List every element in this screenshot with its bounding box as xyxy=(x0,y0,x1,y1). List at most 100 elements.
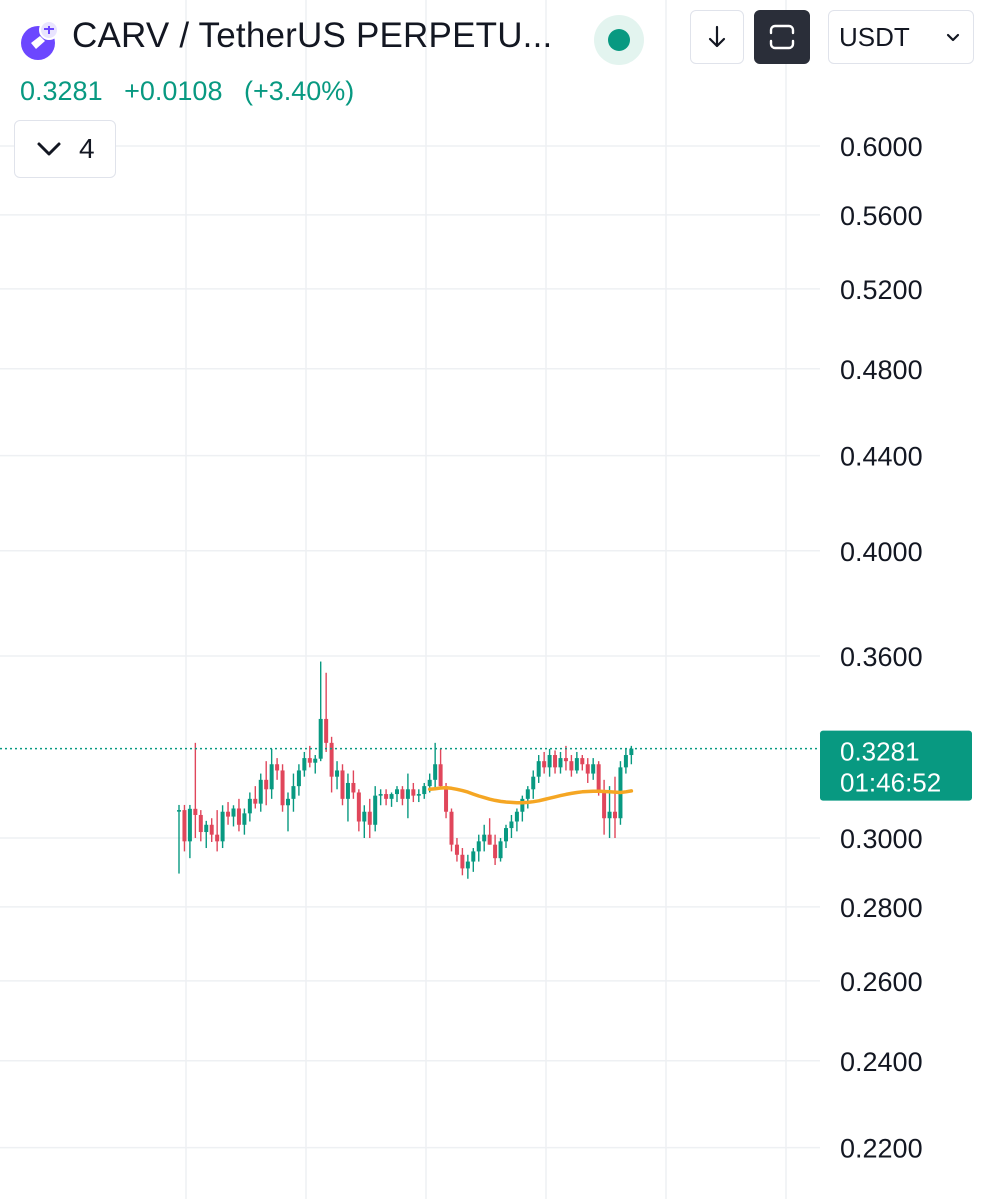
live-dot-icon xyxy=(608,29,630,51)
candle-body xyxy=(313,758,318,763)
candle-body xyxy=(422,786,427,795)
candle-body xyxy=(487,834,492,845)
candle-body xyxy=(286,798,290,806)
candle-body xyxy=(498,841,503,859)
market-status-indicator xyxy=(594,15,644,65)
candle-body xyxy=(471,851,476,862)
carv-logo-icon xyxy=(21,20,59,60)
candle-body xyxy=(345,782,350,799)
candle-body xyxy=(613,811,617,819)
y-axis-tick-label: 0.6000 xyxy=(840,132,923,162)
candle-body xyxy=(449,811,454,845)
candle-body xyxy=(509,821,514,829)
y-axis-tick-label: 0.2600 xyxy=(840,967,923,997)
candle-body xyxy=(362,811,367,822)
candle-body xyxy=(574,758,579,771)
candle-body xyxy=(585,764,590,774)
candle-body xyxy=(607,811,612,819)
candle-body xyxy=(367,811,372,825)
y-axis-tick-label: 0.5200 xyxy=(840,275,923,305)
current-price-value: 0.3281 xyxy=(840,737,920,767)
candle-body xyxy=(558,758,563,768)
candle-body xyxy=(275,764,280,771)
candle-body xyxy=(182,810,187,842)
y-axis-tick-label: 0.2200 xyxy=(840,1134,923,1164)
candle-body xyxy=(563,758,568,762)
candle-body xyxy=(389,794,394,799)
indicator-count: 4 xyxy=(79,133,95,164)
candle-body xyxy=(525,789,530,799)
y-axis-tick-label: 0.4000 xyxy=(840,537,923,567)
candle-body xyxy=(531,776,536,790)
candle-body xyxy=(307,758,312,763)
candle-body xyxy=(580,758,585,765)
candle-body xyxy=(438,764,443,787)
candle-body xyxy=(329,742,334,777)
candle-body xyxy=(280,770,285,806)
candle-body xyxy=(427,779,432,787)
price-summary: 0.3281 +0.0108 (+3.40%) xyxy=(20,76,368,107)
chevron-down-icon xyxy=(946,33,960,42)
scroll-to-latest-button[interactable] xyxy=(690,10,744,64)
candle-body xyxy=(400,789,405,799)
candle-body xyxy=(318,718,323,759)
candle-body xyxy=(209,824,214,835)
candle-body xyxy=(296,770,301,787)
candle-body xyxy=(264,779,269,790)
fullscreen-button[interactable] xyxy=(754,10,810,64)
candle-body xyxy=(356,792,361,822)
y-axis-tick-label: 0.3600 xyxy=(840,642,923,672)
candle-body xyxy=(547,755,552,768)
price-change: +0.0108 xyxy=(124,76,223,106)
candle-body xyxy=(258,779,263,804)
moving-average-line xyxy=(427,785,634,805)
candle-body xyxy=(340,770,345,799)
fullscreen-icon xyxy=(769,24,795,50)
y-axis-tick-label: 0.4800 xyxy=(840,355,923,385)
candle-body xyxy=(504,828,508,842)
candle-body xyxy=(226,811,231,817)
candle-body xyxy=(454,844,459,855)
chart-header: CARV / TetherUS PERPETU... USDT 0.3281 +… xyxy=(0,0,983,190)
current-price-label-bg xyxy=(820,730,972,801)
candle-body xyxy=(269,764,274,790)
candle-body xyxy=(476,841,481,852)
price-change-percent: (+3.40%) xyxy=(243,76,355,106)
y-axis-tick-label: 0.5600 xyxy=(840,201,923,231)
candle-body xyxy=(536,761,541,777)
arrow-down-icon xyxy=(708,25,726,48)
candle-body xyxy=(231,808,236,817)
candle-body xyxy=(302,758,307,771)
currency-select[interactable]: USDT xyxy=(828,10,974,64)
candle-body xyxy=(460,854,465,869)
candle-body xyxy=(198,814,203,833)
candle-body xyxy=(629,748,634,756)
currency-label: USDT xyxy=(839,21,910,52)
candle-body xyxy=(433,764,438,780)
candle-body xyxy=(623,755,628,768)
candle-body xyxy=(395,789,399,795)
candle-body xyxy=(351,782,356,793)
candle-body xyxy=(493,844,498,859)
candle-body xyxy=(335,770,340,777)
y-axis-tick-label: 0.4400 xyxy=(840,442,923,472)
candle-body xyxy=(596,764,601,793)
symbol-title[interactable]: CARV / TetherUS PERPETU... xyxy=(72,16,553,55)
candle-body xyxy=(253,798,258,804)
candle-body xyxy=(215,834,220,842)
indicators-toggle-button[interactable]: 4 xyxy=(14,120,116,178)
chevron-down-icon xyxy=(37,142,61,156)
candle-body xyxy=(482,834,487,842)
candle-body xyxy=(444,786,449,812)
last-price: 0.3281 xyxy=(20,76,103,106)
candle-body xyxy=(187,808,192,842)
candle-body xyxy=(553,755,558,768)
candle-body xyxy=(324,718,329,743)
bar-countdown: 01:46:52 xyxy=(840,768,941,798)
candle-body xyxy=(177,810,181,812)
candle-body xyxy=(242,813,247,825)
candle-body xyxy=(411,789,416,796)
y-axis-tick-label: 0.2800 xyxy=(840,893,923,923)
candle-body xyxy=(569,761,574,771)
